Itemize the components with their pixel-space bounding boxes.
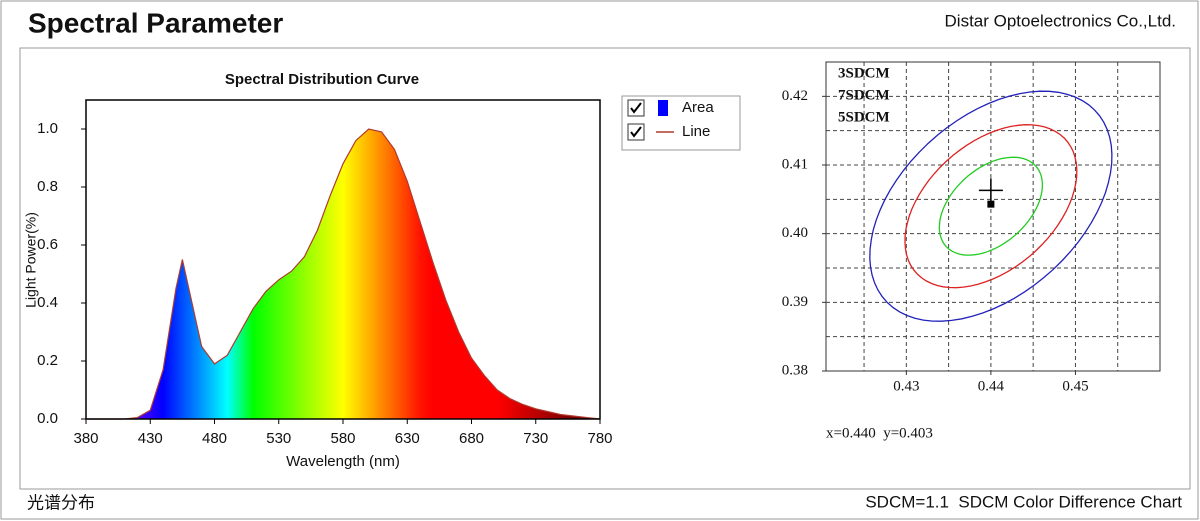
coordinate-readout: x=0.440 y=0.403	[826, 425, 933, 441]
x-tick-label: 0.44	[978, 378, 1005, 394]
y-tick-label: 0.4	[37, 294, 58, 311]
legend-label: 7SDCM	[838, 87, 890, 103]
content-frame	[19, 47, 1191, 490]
x-tick-label: 0.45	[1062, 378, 1088, 394]
x-axis-label: Wavelength (nm)	[286, 453, 400, 470]
y-tick-label: 1.0	[37, 120, 58, 137]
x-tick-label: 680	[459, 430, 484, 447]
y-tick-label: 0.6	[37, 236, 58, 253]
footer-left: 光谱分布	[27, 493, 95, 512]
y-tick-label: 0.38	[782, 362, 808, 378]
y-tick-label: 0.2	[37, 352, 58, 369]
legend-swatch	[658, 100, 668, 116]
measured-point	[987, 200, 995, 208]
plot-frame	[825, 61, 1161, 372]
y-tick-label: 0.40	[782, 225, 808, 241]
sdcm-ellipse	[904, 124, 1078, 289]
spectrum-line	[86, 128, 601, 420]
x-tick-label: 580	[330, 430, 355, 447]
check	[630, 102, 642, 114]
chart-title: Spectral Distribution Curve	[225, 71, 419, 88]
x-tick-label: 380	[73, 430, 98, 447]
x-tick-label: 430	[138, 430, 163, 447]
legend-label: 3SDCM	[838, 65, 890, 81]
target-marker	[978, 178, 1003, 203]
x-tick-label: 780	[587, 430, 612, 447]
y-tick-label: 0.42	[782, 88, 808, 104]
legend-label: Area	[682, 99, 714, 116]
y-tick-label: 0.8	[37, 178, 58, 195]
footer-right: SDCM=1.1 SDCM Color Difference Chart	[865, 492, 1182, 511]
page-title: Spectral Parameter	[28, 7, 283, 38]
y-tick-label: 0.0	[37, 410, 58, 427]
x-tick-label: 730	[523, 430, 548, 447]
sdcm-ellipse	[938, 156, 1044, 256]
spectrum-area	[86, 129, 600, 419]
x-tick-label: 630	[395, 430, 420, 447]
y-axis-label: Light Power(%)	[23, 212, 39, 308]
legend-label: Line	[682, 123, 710, 140]
x-tick-label: 530	[266, 430, 291, 447]
company: Distar Optoelectronics Co.,Ltd.	[945, 11, 1176, 30]
y-tick-label: 0.41	[782, 156, 808, 172]
sdcm-ellipse	[869, 90, 1113, 322]
y-tick-label: 0.39	[782, 294, 808, 310]
check	[630, 126, 642, 138]
legend-label: 5SDCM	[838, 109, 890, 125]
plot-bg	[826, 62, 1160, 371]
x-tick-label: 0.43	[893, 378, 919, 394]
x-tick-label: 480	[202, 430, 227, 447]
